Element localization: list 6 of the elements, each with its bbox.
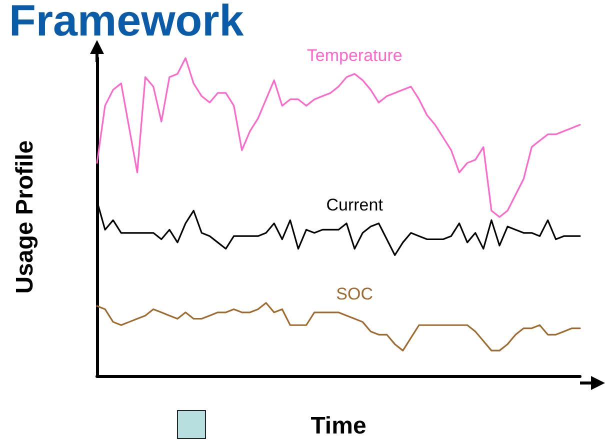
y-axis-title: Usage Profile bbox=[12, 140, 38, 294]
series-label: Temperature bbox=[306, 46, 402, 65]
chart-title: Framework bbox=[9, 0, 244, 46]
series-label: SOC bbox=[336, 284, 374, 304]
series-label: Current bbox=[326, 195, 384, 214]
x-axis-title: Time bbox=[310, 412, 366, 440]
